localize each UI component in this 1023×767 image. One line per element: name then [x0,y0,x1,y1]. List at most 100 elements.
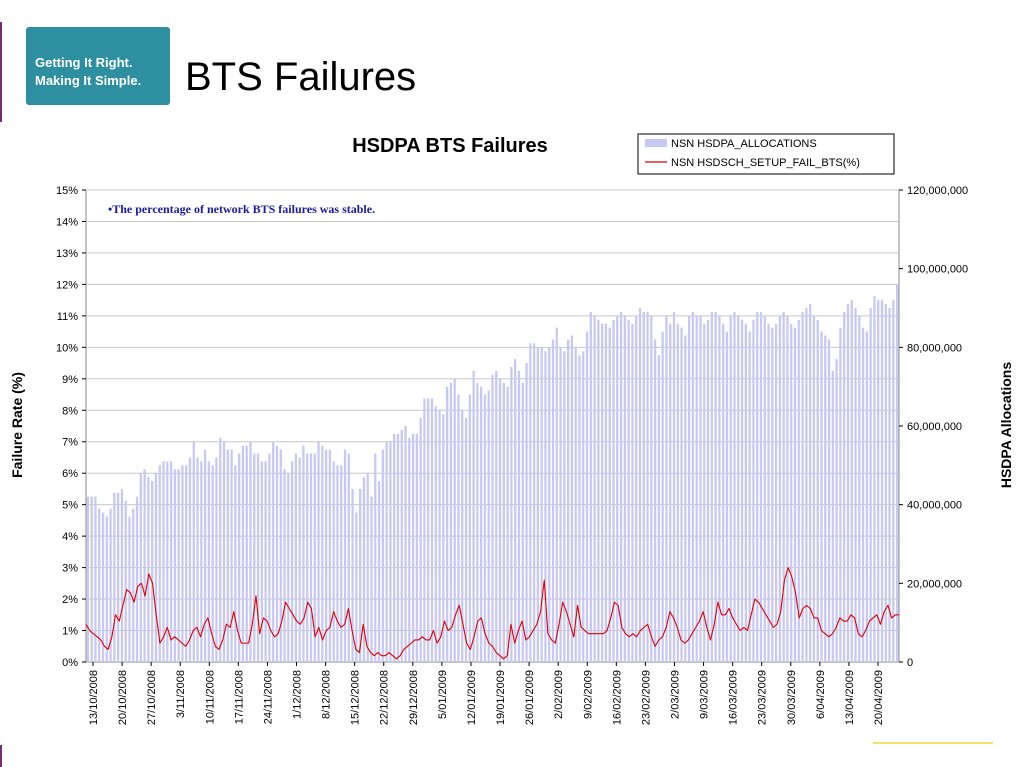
x-tick-label: 23/03/2009 [757,670,769,725]
allocation-bar [162,461,165,662]
allocation-bar [684,335,687,662]
allocation-bar [173,469,176,662]
allocation-bar [411,433,415,662]
y-tick-label: 5% [62,500,78,512]
allocation-bar [756,311,759,662]
allocation-bar [181,465,184,662]
allocation-bar [582,351,585,662]
allocation-bar [226,449,229,662]
allocation-bar [147,477,150,662]
allocation-bar [132,508,135,662]
allocation-bar [268,453,271,662]
allocation-bar [453,378,456,662]
allocation-bar [608,327,611,662]
allocation-bar [839,327,842,662]
allocation-bar [688,315,691,662]
allocation-bar [710,311,713,662]
allocation-bar [729,315,732,662]
allocation-bar [196,457,199,662]
allocation-bar [601,323,604,662]
allocation-bar [393,433,396,662]
allocation-bar [771,327,774,662]
allocation-bar [396,433,400,662]
allocation-bar [324,449,328,662]
allocation-bar [585,331,589,662]
allocation-bar [797,319,800,662]
y2-tick-label: 80,000,000 [907,342,962,354]
allocation-bar [117,492,120,662]
x-tick-label: 9/02/2009 [582,670,594,719]
allocation-bar [151,481,154,662]
x-tick-label: 2/02/2009 [553,670,565,719]
allocation-bar [423,398,426,662]
y-tick-label: 11% [57,311,78,323]
allocation-bar [143,469,146,662]
allocation-bar [790,323,793,662]
allocation-bar [362,477,366,662]
allocation-bar [219,437,222,662]
allocation-bar [328,449,332,662]
allocation-bar [480,386,483,662]
allocation-bar [653,339,657,662]
allocation-bar [498,378,502,662]
allocation-bar [135,496,139,662]
allocation-bar [877,300,880,662]
allocation-bar [616,315,619,662]
allocation-bar [408,437,411,662]
allocation-bar [672,311,676,662]
allocation-bar [801,311,804,662]
allocation-bar [880,300,884,662]
allocation-bar [457,394,460,662]
allocation-bar [854,308,857,662]
failure-rate-line-layer [85,567,899,660]
allocation-bar [759,311,763,662]
legend-swatch-allocations [645,139,667,147]
allocation-bar [389,441,392,662]
allocation-bar [256,453,260,662]
y2-tick-label: 40,000,000 [907,500,962,512]
allocation-bar [559,347,562,662]
allocation-bar [340,465,343,662]
allocation-bar [521,382,524,662]
allocation-bar [294,453,297,662]
allocation-bar [809,304,812,662]
allocation-bar [370,496,373,662]
allocation-bar [532,343,536,662]
allocation-bar [812,315,816,662]
allocation-bar [536,347,540,662]
x-tick-label: 27/10/2008 [146,670,158,725]
allocation-bar [177,469,180,662]
allocation-bar [317,441,320,662]
allocation-bar [551,339,555,662]
allocation-bar [211,465,214,662]
x-tick-label: 20/04/2009 [873,670,885,725]
allocation-bar [748,331,751,662]
allocation-bar [120,488,124,662]
allocation-bar [343,449,347,662]
allocation-bar [865,331,868,662]
allocation-bar [347,453,350,662]
allocation-bar [843,311,846,662]
allocation-bar [850,300,853,662]
allocation-bar [869,308,872,662]
x-tick-label: 5/01/2009 [437,670,449,719]
allocation-bar [892,300,895,662]
allocation-bar [264,461,267,662]
allocation-bar [86,496,90,662]
allocation-bar [604,323,608,662]
left-edge-mark-bottom [0,745,2,767]
allocation-bar [249,441,252,662]
allocation-bar [570,335,574,662]
allocation-bar [540,347,543,662]
allocation-bar [744,323,747,662]
allocation-bar [158,465,161,662]
company-logo: Getting It Right. Making It Simple. [26,27,170,105]
x-tick-label: 23/02/2009 [640,670,652,725]
allocation-bar [309,453,313,662]
allocation-bar [858,315,861,662]
allocation-bar [574,347,577,662]
allocation-bar [113,492,116,662]
allocation-bar [510,367,513,662]
allocation-bar [445,386,449,662]
allocation-bar [253,453,256,662]
